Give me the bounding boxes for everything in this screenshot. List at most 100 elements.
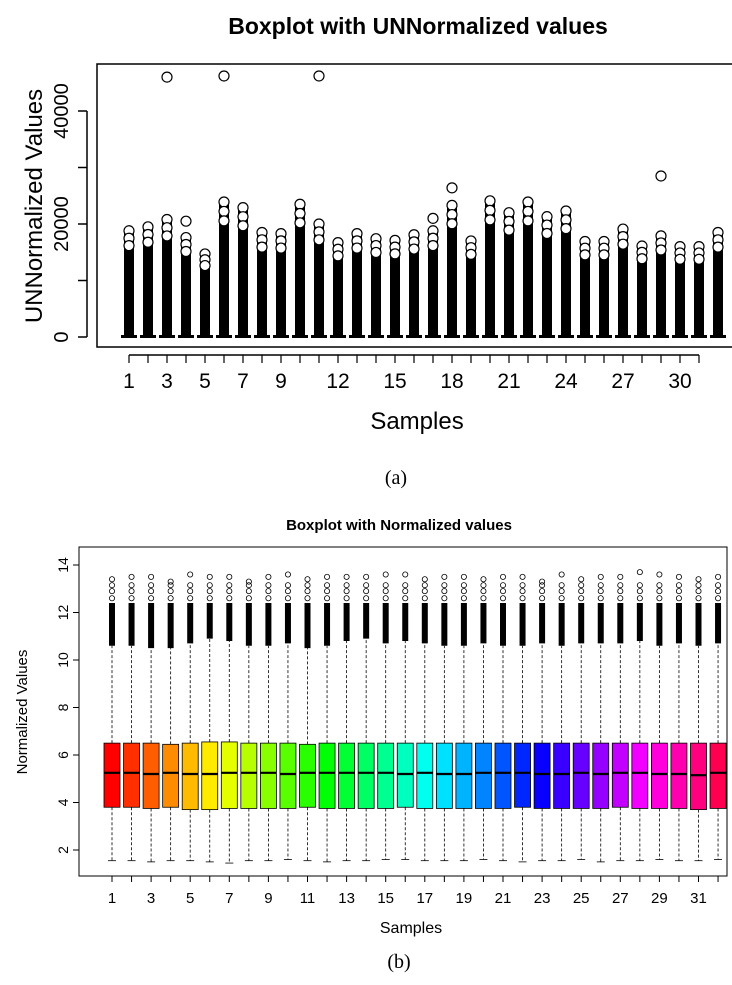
chart-a-x-tick-label: 3 (161, 370, 173, 393)
chart-b-outlier-point (519, 588, 526, 595)
chart-b-outlier-band (715, 603, 722, 644)
chart-a-extreme-outlier (180, 215, 192, 227)
chart-b-box (181, 742, 199, 811)
chart-b-box-sample (514, 573, 531, 863)
chart-b-x-tick-label: 23 (534, 890, 551, 907)
chart-b-outlier-band (402, 603, 409, 641)
chart-a-box (368, 335, 384, 338)
chart-b-outlier-band (304, 603, 311, 649)
chart-b-outlier-point (324, 573, 331, 580)
chart-a-outlier-point (161, 230, 173, 242)
chart-a-x-tick-label: 30 (668, 370, 691, 393)
chart-b-outlier-point (636, 588, 643, 595)
chart-a-outlier-point (218, 205, 230, 218)
chart-b-box-sample (162, 578, 180, 862)
chart-b-outlier-point (558, 571, 565, 578)
chart-b-outlier-point (245, 578, 252, 585)
chart-b-outlier-point (265, 582, 272, 589)
chart-a-box-sample (444, 199, 460, 338)
chart-b-outlier-point (558, 588, 565, 595)
chart-a-box-sample (330, 237, 346, 338)
chart-b-outlier-point (343, 573, 350, 580)
chart-b-box-sample (670, 573, 688, 862)
chart-a-outlier-column (333, 242, 343, 337)
chart-b-box (592, 742, 610, 809)
chart-b-outlier-band (187, 603, 194, 644)
chart-b-outlier-point (480, 588, 487, 595)
chart-b-outlier-point (617, 573, 624, 580)
chart-b-box (377, 742, 395, 809)
chart-b-x-tick-label: 27 (612, 890, 629, 907)
chart-b-outlier-point (226, 582, 233, 589)
chart-a-outlier-point (256, 241, 268, 253)
chart-a-box (387, 335, 403, 338)
chart-a-outlier-point (408, 243, 420, 255)
chart-a-outlier-point (389, 248, 401, 260)
chart-b-outlier-point (343, 588, 350, 595)
chart-b-outlier-point (109, 576, 116, 583)
chart-a-outlier-point (465, 248, 477, 260)
chart-b-box-sample (181, 571, 199, 862)
chart-a-box-sample (121, 225, 137, 338)
chart-b-outlier-point (695, 576, 702, 583)
chart-b-outlier-point (206, 588, 213, 595)
chart-b-outlier-point (441, 582, 448, 589)
chart-b-outlier-band (128, 603, 135, 646)
chart-a-box-sample (634, 240, 650, 338)
chart-a-outlier-point (522, 215, 534, 227)
chart-b-outlier-point (617, 588, 624, 595)
chart-b-outlier-band (695, 603, 702, 646)
chart-a-outlier-point (636, 253, 648, 265)
chart-b-outlier-point (109, 588, 116, 595)
chart-b-outlier-point (578, 582, 585, 589)
chart-b-outlier-point (460, 582, 467, 589)
chart-a-extreme-outlier (161, 71, 173, 83)
chart-a-outlier-point (598, 249, 610, 261)
chart-a-box-sample (653, 230, 669, 338)
chart-a-outlier-column (371, 238, 381, 337)
chart-a-outlier-point (218, 215, 230, 227)
chart-b-title: Boxplot with Normalized values (286, 517, 512, 534)
chart-b-box (435, 742, 453, 809)
chart-a-box (159, 335, 175, 338)
chart-a-outlier-column (276, 233, 286, 337)
chart-a-outlier-column (219, 201, 229, 337)
chart-b-outlier-point (402, 582, 409, 589)
chart-a-box-sample (159, 213, 175, 338)
chart-b-outlier-band (421, 603, 428, 644)
chart-b-box (142, 742, 160, 809)
chart-b-outlier-point (343, 595, 350, 602)
chart-b-outlier-point (499, 573, 506, 580)
chart-a-extreme-outlier (446, 182, 458, 194)
chart-a-outlier-column (713, 232, 723, 337)
chart-a-outlier-point (199, 259, 211, 272)
chart-b-x-tick-label: 9 (264, 890, 272, 907)
chart-b-caption: (b) (387, 951, 410, 973)
chart-b-box-sample (377, 571, 395, 860)
chart-b-y-tick-label: 4 (55, 798, 71, 806)
chart-b-box-sample (338, 573, 356, 862)
chart-b-outlier-point (402, 595, 409, 602)
chart-b-box (103, 742, 121, 808)
chart-a-outlier-point (484, 204, 496, 216)
chart-b-x-axis-label: Samples (380, 920, 442, 937)
chart-b-outlier-point (304, 576, 311, 583)
chart-b-x-tick-label: 21 (495, 890, 512, 907)
chart-a-outlier-point (484, 214, 496, 226)
chart-b-x-tick-label: 15 (377, 890, 394, 907)
chart-a-box (444, 335, 460, 338)
chart-b-outlier-point (715, 588, 722, 595)
chart-b-outlier-point (715, 573, 722, 580)
chart-b-outlier-point (363, 573, 370, 580)
chart-b-outlier-point (206, 595, 213, 602)
chart-b-y-tick-label: 10 (55, 652, 71, 668)
chart-a-outlier-point (275, 242, 287, 254)
chart-b-outlier-point (206, 582, 213, 589)
chart-a-outlier-column (295, 204, 305, 337)
chart-b-outlier-point (499, 588, 506, 595)
chart-b-outlier-point (324, 588, 331, 595)
chart-a-outlier-point (503, 224, 515, 236)
chart-b-outlier-point (695, 588, 702, 595)
chart-b-boxes (103, 569, 727, 864)
chart-a-outlier-point (522, 196, 534, 208)
